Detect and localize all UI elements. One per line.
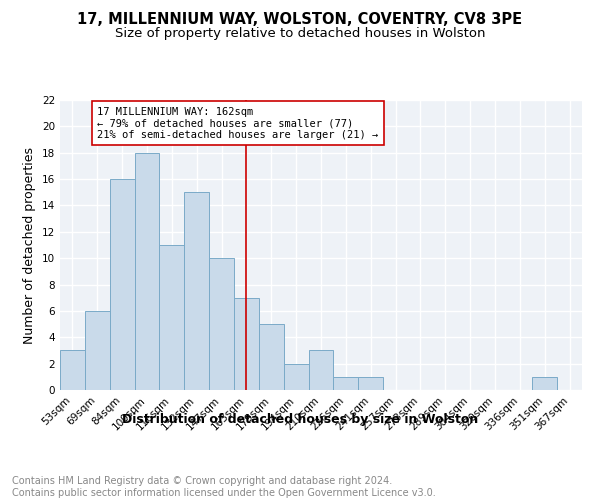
Bar xyxy=(184,192,209,390)
Bar xyxy=(60,350,85,390)
Text: Contains HM Land Registry data © Crown copyright and database right 2024.
Contai: Contains HM Land Registry data © Crown c… xyxy=(12,476,436,498)
Text: Size of property relative to detached houses in Wolston: Size of property relative to detached ho… xyxy=(115,28,485,40)
Bar xyxy=(85,311,110,390)
Text: 17, MILLENNIUM WAY, WOLSTON, COVENTRY, CV8 3PE: 17, MILLENNIUM WAY, WOLSTON, COVENTRY, C… xyxy=(77,12,523,28)
Bar xyxy=(209,258,234,390)
Bar xyxy=(334,377,358,390)
Y-axis label: Number of detached properties: Number of detached properties xyxy=(23,146,37,344)
Bar xyxy=(234,298,259,390)
Bar xyxy=(284,364,308,390)
Text: Distribution of detached houses by size in Wolston: Distribution of detached houses by size … xyxy=(122,412,478,426)
Bar xyxy=(308,350,334,390)
Bar xyxy=(259,324,284,390)
Bar xyxy=(358,377,383,390)
Bar xyxy=(134,152,160,390)
Bar xyxy=(160,245,184,390)
Text: 17 MILLENNIUM WAY: 162sqm
← 79% of detached houses are smaller (77)
21% of semi-: 17 MILLENNIUM WAY: 162sqm ← 79% of detac… xyxy=(97,106,379,140)
Bar xyxy=(110,179,134,390)
Bar xyxy=(532,377,557,390)
